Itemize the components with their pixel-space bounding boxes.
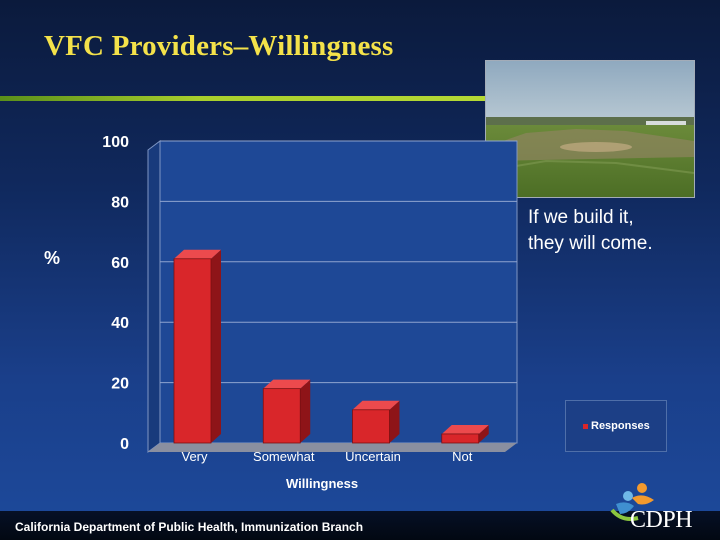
bar — [352, 409, 390, 444]
footer-bar — [0, 511, 720, 540]
bar — [173, 258, 212, 444]
x-tick-label: Very — [181, 449, 208, 464]
legend-label: Responses — [591, 420, 650, 432]
footer-text: California Department of Public Health, … — [15, 520, 364, 534]
bar-side — [211, 249, 221, 443]
bar-top — [263, 379, 311, 389]
y-tick-label: 100 — [102, 134, 129, 151]
y-tick-label: 60 — [111, 255, 129, 272]
logo-wordmark: CDPH — [630, 507, 693, 533]
bar — [262, 388, 301, 444]
title-accent-line — [0, 96, 500, 101]
bar-side — [389, 400, 400, 443]
y-tick-label: 20 — [111, 376, 129, 393]
caption-line-1: If we build it, — [528, 207, 634, 228]
plot-side-wall — [147, 140, 161, 453]
plot-floor — [148, 443, 517, 452]
bar-top — [352, 400, 400, 410]
bar-top — [174, 249, 221, 259]
bar-side — [478, 424, 489, 443]
x-axis-title: Willingness — [286, 476, 359, 491]
y-axis-title: % — [44, 248, 61, 268]
bar — [441, 433, 480, 444]
x-tick-label: Not — [452, 449, 473, 464]
caption-line-2: they will come. — [528, 233, 653, 254]
x-tick-label: Somewhat — [253, 449, 315, 464]
chart-legend: Responses — [565, 400, 667, 452]
bar-side — [300, 379, 311, 443]
baseball-field-photo — [485, 60, 695, 198]
legend-swatch — [583, 424, 588, 429]
cdph-logo-icon — [610, 483, 654, 521]
slide-title: VFC Providers–Willingness — [44, 30, 394, 62]
y-tick-label: 40 — [111, 315, 129, 332]
photo-caption: If we build it, they will come. — [528, 205, 653, 257]
y-tick-label: 80 — [111, 194, 129, 211]
y-tick-label: 0 — [120, 436, 129, 453]
bar-top — [441, 424, 489, 434]
x-tick-label: Uncertain — [345, 449, 401, 464]
